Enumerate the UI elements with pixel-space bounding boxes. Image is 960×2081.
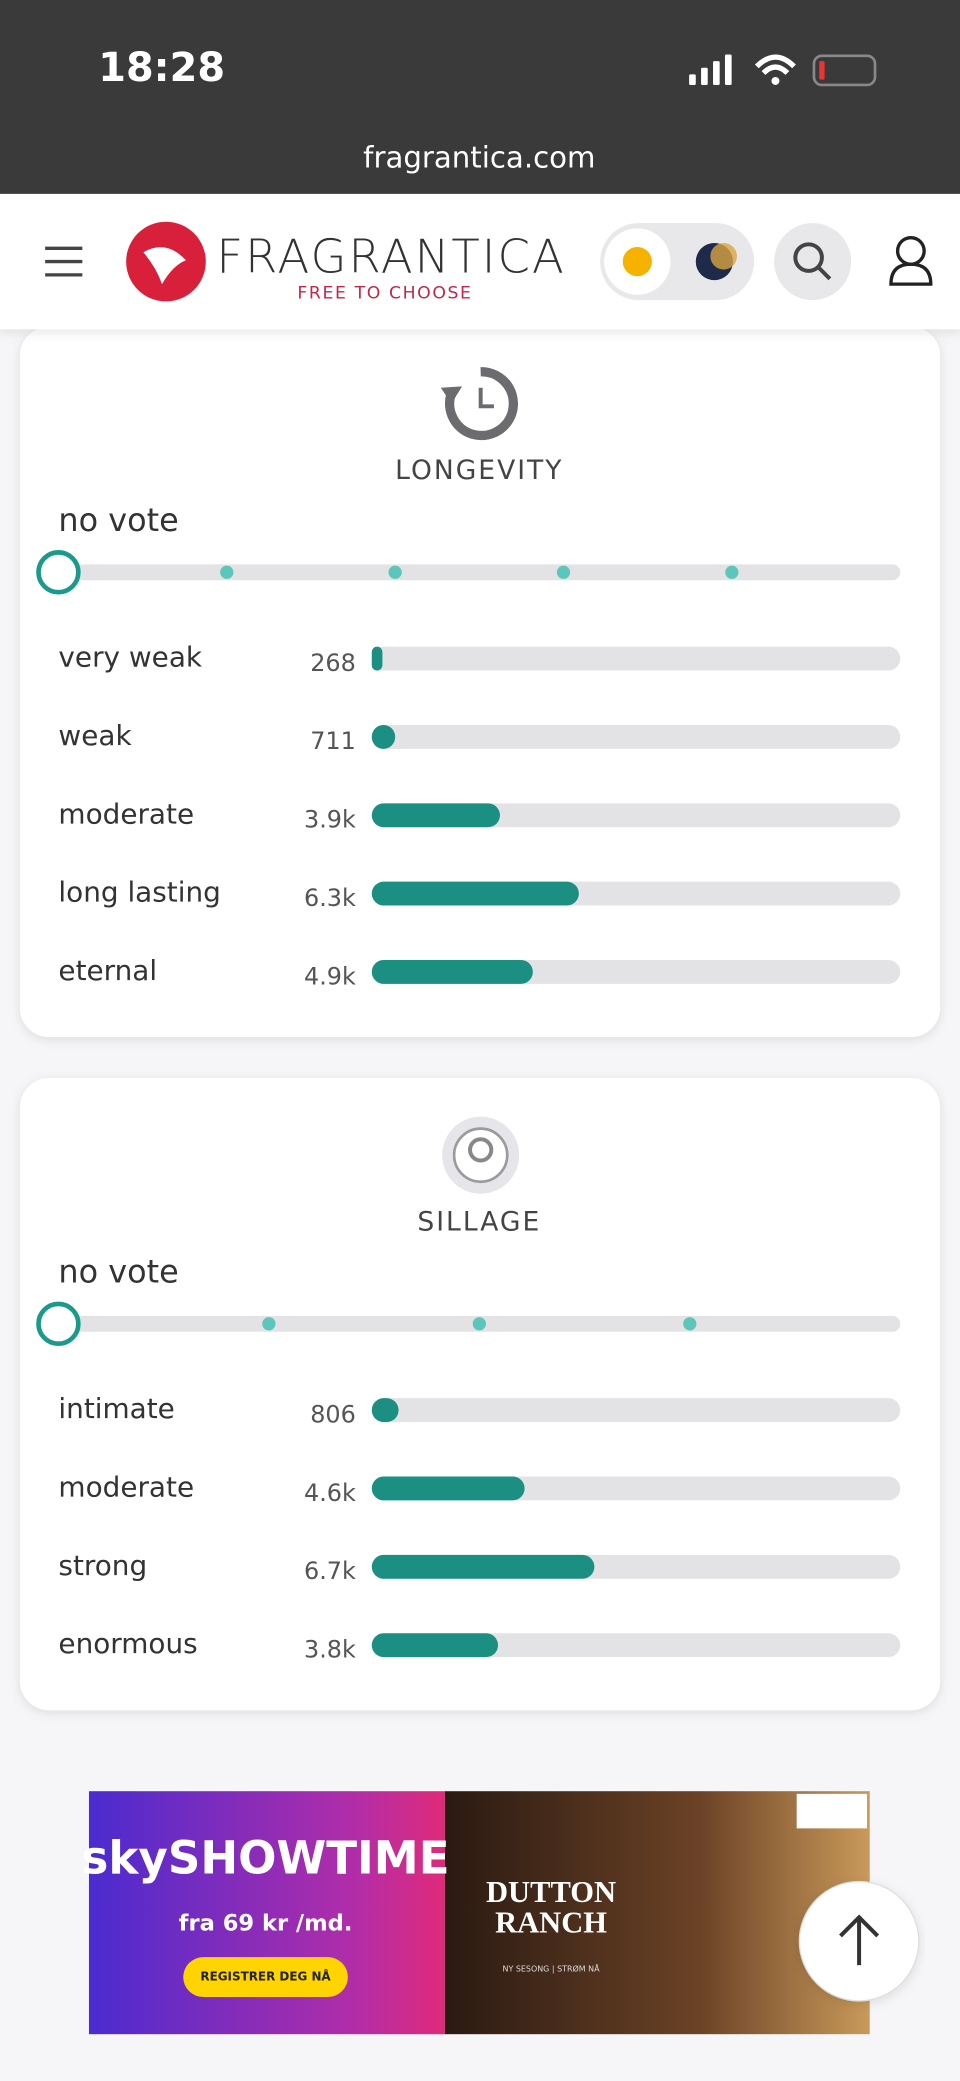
vote-count: 4.9k xyxy=(304,962,356,990)
icon xyxy=(478,387,494,409)
vote-card: SILLAGE no vote intimate 806 moderate 4.6k str… xyxy=(19,1078,941,1711)
advertisement[interactable]: skySHOWTIME fra 69 kr /md. REGISTRER DEG… xyxy=(82,1791,870,2035)
option-label: eternal xyxy=(58,954,157,987)
brand: FRAGRANTICA xyxy=(216,230,565,284)
option-label: strong xyxy=(58,1549,147,1582)
vote-count: 806 xyxy=(310,1400,356,1428)
vote-card: LONGEVITY no vote very weak 268 weak 711 moder… xyxy=(19,326,941,1038)
vote-count: 6.3k xyxy=(304,884,356,912)
search-button[interactable] xyxy=(774,223,852,301)
option-label: moderate xyxy=(58,797,194,830)
option-label: enormous xyxy=(58,1627,197,1660)
bar-track xyxy=(371,724,901,749)
clock: 18:28 xyxy=(98,45,225,91)
card xyxy=(19,326,941,1038)
option-label: moderate xyxy=(58,1470,194,1503)
vote-count: 6.7k xyxy=(304,1557,356,1585)
ad-subtitle: NY SESONG | STRØM NÅ xyxy=(503,1963,601,1974)
vote-state: no vote xyxy=(58,1252,178,1290)
vote-count: 268 xyxy=(310,649,356,677)
bar-track xyxy=(371,803,901,828)
slider-handle[interactable] xyxy=(36,550,81,595)
option-label: weak xyxy=(58,719,132,752)
menu-button[interactable] xyxy=(45,246,83,277)
bar-track xyxy=(371,1398,901,1423)
logo[interactable] xyxy=(126,221,206,302)
icon xyxy=(445,367,519,441)
icon xyxy=(468,1137,494,1163)
option-label: intimate xyxy=(58,1392,174,1425)
battery-icon xyxy=(812,54,877,87)
vote-count: 711 xyxy=(310,727,356,755)
bar-track xyxy=(371,1633,901,1658)
slider-handle[interactable] xyxy=(36,1301,81,1347)
vote-count: 4.6k xyxy=(304,1479,356,1507)
account-button[interactable] xyxy=(889,236,933,286)
slider-step[interactable] xyxy=(725,565,739,579)
ad-title: RANCH xyxy=(495,1905,607,1939)
vote-bar xyxy=(371,803,500,828)
slider-step[interactable] xyxy=(262,1317,276,1331)
section-title: LONGEVITY xyxy=(395,455,563,486)
option-label: very weak xyxy=(58,641,202,674)
cards: LONGEVITY no vote very weak 268 weak 711 moder… xyxy=(19,326,941,1711)
wifi-icon xyxy=(754,54,796,76)
ad-brand: skySHOWTIME xyxy=(82,1832,450,1885)
bar-track xyxy=(371,646,901,671)
vote-bar xyxy=(371,1398,399,1423)
vote-bar xyxy=(371,1633,499,1658)
status-bar xyxy=(0,0,960,194)
ad-button[interactable]: REGISTRER DEG NÅ xyxy=(200,1969,331,1984)
vote-count: 3.8k xyxy=(304,1635,356,1663)
tagline: FREE TO CHOOSE xyxy=(297,283,472,303)
vote-bar xyxy=(371,959,533,984)
vote-bar xyxy=(371,1476,525,1501)
icon xyxy=(452,1127,509,1184)
url: fragrantica.com xyxy=(363,140,595,174)
vote-state: no vote xyxy=(58,501,178,539)
option-label: long lasting xyxy=(58,876,220,909)
vote-bar xyxy=(371,724,396,749)
slider-step[interactable] xyxy=(220,565,234,579)
content: LONGEVITY no vote very weak 268 weak 711 moder… xyxy=(0,0,960,2035)
vote-bar xyxy=(371,1554,595,1579)
vote-count: 3.9k xyxy=(304,806,356,834)
vote-bar xyxy=(371,646,383,671)
signal-icon xyxy=(689,54,732,85)
ad-price: fra 69 kr /md. xyxy=(179,1910,353,1936)
icon xyxy=(440,386,463,404)
slider-step[interactable] xyxy=(556,565,571,579)
section-title: SILLAGE xyxy=(417,1206,541,1237)
vote-bar xyxy=(371,881,579,906)
vote-slider[interactable] xyxy=(58,564,901,581)
sun-icon xyxy=(622,246,652,277)
slider-step[interactable] xyxy=(388,565,402,579)
card xyxy=(19,1078,941,1711)
slider-step[interactable] xyxy=(683,1317,697,1331)
ad-title: DUTTON xyxy=(486,1875,616,1909)
slider-step[interactable] xyxy=(472,1317,486,1331)
